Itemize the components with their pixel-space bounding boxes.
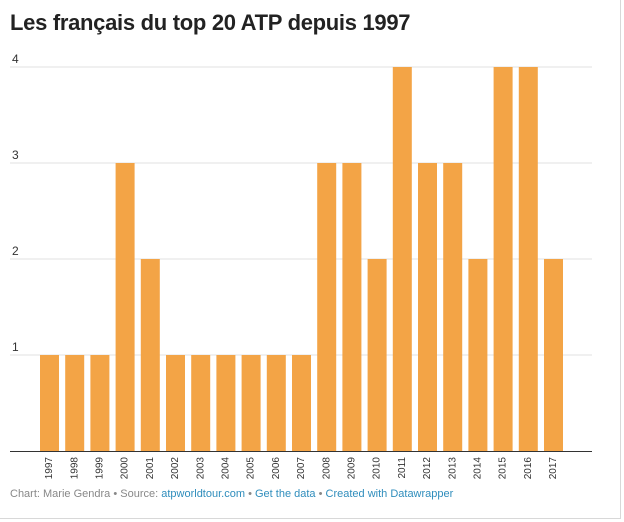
bar-2016[interactable] xyxy=(518,67,538,451)
bar-2001[interactable] xyxy=(140,259,160,451)
bar-1997[interactable] xyxy=(40,355,59,451)
bar-chart: 1 2 3 4 1997 1998 1999 2000 2001 2002 2003 2004 200… xyxy=(10,52,592,480)
x-tick-label: 2011 xyxy=(397,457,408,479)
x-tick-label: 1999 xyxy=(95,457,106,480)
x-tick-label: 2005 xyxy=(246,457,257,480)
bar-2002[interactable] xyxy=(166,355,185,451)
bar-2008[interactable] xyxy=(317,163,337,451)
x-tick-label: 2009 xyxy=(347,457,358,480)
x-tick-label: 1997 xyxy=(44,457,55,480)
bar-2011[interactable] xyxy=(392,67,412,451)
y-axis-ticks: 1 2 3 4 xyxy=(12,52,19,354)
bar-2014[interactable] xyxy=(468,259,488,451)
chart-credit: Chart: Marie Gendra xyxy=(10,488,111,500)
x-tick-label: 2000 xyxy=(120,457,131,480)
bar-2003[interactable] xyxy=(191,355,211,451)
y-tick-label: 1 xyxy=(12,340,19,354)
bar-2012[interactable] xyxy=(418,163,437,451)
footer-separator: • xyxy=(113,488,118,500)
x-tick-label: 2015 xyxy=(498,457,509,480)
bars xyxy=(40,67,563,451)
x-tick-label: 2006 xyxy=(271,457,282,480)
bar-2009[interactable] xyxy=(342,163,362,451)
footer-separator: • xyxy=(248,488,252,500)
bar-2015[interactable] xyxy=(493,67,513,451)
x-tick-label: 2013 xyxy=(447,457,458,480)
x-tick-label: 2004 xyxy=(221,457,232,480)
x-tick-label: 2002 xyxy=(170,457,181,480)
chart-title: Les français du top 20 ATP depuis 1997 xyxy=(10,10,411,35)
bar-2007[interactable] xyxy=(292,355,311,451)
bar-2005[interactable] xyxy=(241,355,261,451)
x-tick-label: 2012 xyxy=(422,457,433,480)
y-tick-label: 4 xyxy=(12,52,19,66)
y-tick-label: 2 xyxy=(12,244,19,258)
x-tick-label: 2007 xyxy=(296,457,307,480)
chart-footer: Chart: Marie Gendra • Source: atpworldto… xyxy=(10,488,453,500)
source-link[interactable]: atpworldtour.com xyxy=(161,488,245,500)
x-tick-label: 1998 xyxy=(69,457,80,480)
bar-2017[interactable] xyxy=(544,259,563,451)
bar-2000[interactable] xyxy=(115,163,135,451)
x-tick-label: 2008 xyxy=(321,457,332,480)
x-tick-label: 2016 xyxy=(523,457,534,480)
datawrapper-link[interactable]: Created with Datawrapper xyxy=(325,488,454,500)
x-tick-label: 2014 xyxy=(473,457,484,480)
get-data-link[interactable]: Get the data xyxy=(254,488,316,500)
bar-2006[interactable] xyxy=(266,355,286,451)
x-tick-label: 2017 xyxy=(548,457,559,480)
y-tick-label: 3 xyxy=(12,148,19,162)
bar-2010[interactable] xyxy=(367,259,387,451)
bar-1999[interactable] xyxy=(90,355,110,451)
source-label: Source: xyxy=(120,488,159,500)
x-tick-label: 2001 xyxy=(145,457,156,480)
x-tick-label: 2010 xyxy=(372,457,383,480)
x-axis-ticks: 1997 1998 1999 2000 2001 2002 2003 2004 2005 2006… xyxy=(44,457,559,480)
bar-2013[interactable] xyxy=(443,163,463,451)
bar-2004[interactable] xyxy=(216,355,236,451)
bar-1998[interactable] xyxy=(65,355,85,451)
x-tick-label: 2003 xyxy=(195,457,206,480)
footer-separator: • xyxy=(318,488,323,500)
